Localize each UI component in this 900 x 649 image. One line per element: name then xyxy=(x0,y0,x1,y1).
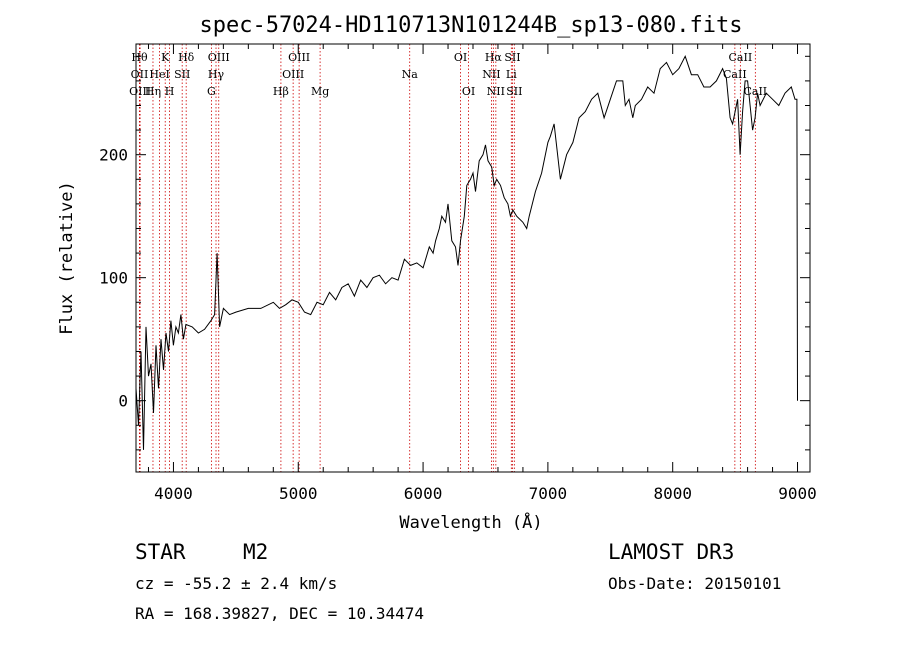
x-axis-label: Wavelength (Å) xyxy=(399,511,542,533)
emission-line-label: Hγ xyxy=(208,68,225,81)
redshift-velocity: cz = -55.2 ± 2.4 km/s xyxy=(135,574,338,593)
x-tick-label: 9000 xyxy=(778,484,817,503)
chart-title: spec-57024-HD110713N101244B_sp13-080.fit… xyxy=(199,13,742,38)
emission-line-label: OIII xyxy=(288,51,310,64)
x-tick-label: 4000 xyxy=(154,484,193,503)
observation-date: Obs-Date: 20150101 xyxy=(608,574,782,593)
emission-line-label: NII xyxy=(487,85,505,98)
y-axis-label: Flux (relative) xyxy=(57,181,77,335)
emission-line-label: HeI xyxy=(149,68,169,81)
emission-line-label: Hα xyxy=(485,51,503,64)
emission-line-label: SII xyxy=(174,68,190,81)
emission-line-label: Hη xyxy=(145,85,161,98)
plot-frame xyxy=(135,43,811,473)
y-tick-label: 0 xyxy=(118,392,128,411)
emission-line-label: H xyxy=(165,85,175,98)
emission-line-label: Na xyxy=(402,68,419,81)
emission-line-label: Mg xyxy=(311,85,329,98)
emission-line-label: CaII xyxy=(729,51,753,64)
emission-line-label: CaII xyxy=(723,68,747,81)
emission-line-label: CaII xyxy=(743,85,767,98)
x-tick-label: 7000 xyxy=(529,484,568,503)
emission-line-label: Hβ xyxy=(273,85,289,98)
emission-line-label: OII xyxy=(131,68,149,81)
emission-line-markers xyxy=(139,44,756,472)
x-tick-label: 8000 xyxy=(653,484,692,503)
survey-name: LAMOST DR3 xyxy=(608,540,735,564)
spectrum-series-line xyxy=(135,55,798,450)
emission-line-label: SII xyxy=(506,85,522,98)
emission-line-label: G xyxy=(207,85,216,98)
emission-line-label: OIII xyxy=(129,85,151,98)
x-tick-label: 5000 xyxy=(279,484,318,503)
object-subclass: M2 xyxy=(243,540,269,564)
emission-line-label: OIII xyxy=(208,51,230,64)
y-tick-label: 100 xyxy=(99,269,128,288)
coordinates: RA = 168.39827, DEC = 10.34474 xyxy=(135,604,424,623)
emission-line-label: Hθ xyxy=(131,51,148,64)
object-class: STAR xyxy=(135,540,186,564)
emission-line-label: OI xyxy=(454,51,467,64)
x-tick-label: 6000 xyxy=(404,484,443,503)
emission-line-label: K xyxy=(161,51,170,64)
emission-line-label: OIII xyxy=(282,68,304,81)
y-tick-label: 200 xyxy=(99,146,128,165)
emission-line-label: SII xyxy=(504,51,520,64)
emission-line-label: NII xyxy=(482,68,500,81)
emission-line-label: Li xyxy=(506,68,517,81)
emission-line-label: OI xyxy=(462,85,475,98)
emission-line-labels: HθOIIOIIIHηHeIKHSIIHδGHγOIIIHβOIIIOIIIMg… xyxy=(129,51,767,98)
emission-line-label: Hδ xyxy=(178,51,195,64)
axis-ticks: 4000 5000 6000 7000 8000 9000 0 100 200 xyxy=(99,44,817,503)
